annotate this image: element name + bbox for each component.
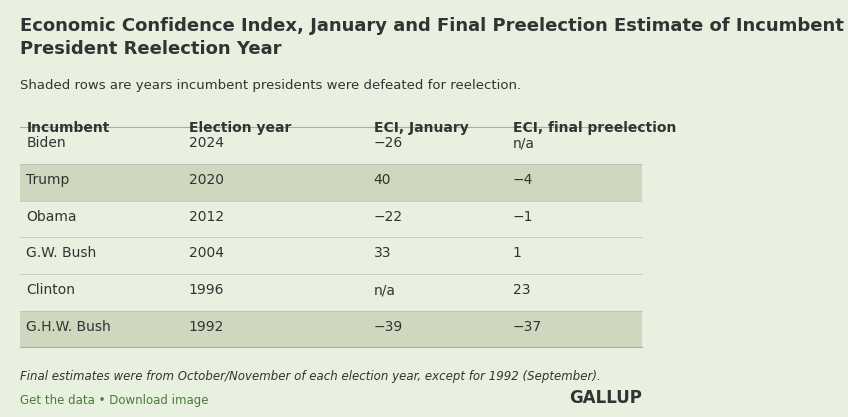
Text: 1996: 1996 [188,283,224,297]
FancyBboxPatch shape [20,164,642,201]
Text: 33: 33 [374,246,391,261]
Text: Shaded rows are years incumbent presidents were defeated for reelection.: Shaded rows are years incumbent presiden… [20,79,521,92]
Text: 1: 1 [513,246,522,261]
Text: ECI, final preelection: ECI, final preelection [513,121,676,135]
Text: Election year: Election year [188,121,291,135]
Text: 40: 40 [374,173,391,187]
Text: 23: 23 [513,283,530,297]
Text: Get the data • Download image: Get the data • Download image [20,394,209,407]
Text: Clinton: Clinton [26,283,75,297]
Text: Economic Confidence Index, January and Final Preelection Estimate of Incumbent
P: Economic Confidence Index, January and F… [20,17,844,58]
Text: Obama: Obama [26,210,77,224]
FancyBboxPatch shape [20,311,642,347]
Text: Final estimates were from October/November of each election year, except for 199: Final estimates were from October/Novemb… [20,370,600,383]
Text: −26: −26 [374,136,403,151]
Text: ECI, January: ECI, January [374,121,469,135]
Text: 1992: 1992 [188,320,224,334]
Text: 2020: 2020 [188,173,224,187]
Text: 2004: 2004 [188,246,224,261]
Text: Incumbent: Incumbent [26,121,110,135]
Text: −39: −39 [374,320,403,334]
Text: G.H.W. Bush: G.H.W. Bush [26,320,111,334]
Text: −1: −1 [513,210,533,224]
Text: GALLUP: GALLUP [569,389,642,407]
Text: 2024: 2024 [188,136,224,151]
Text: Biden: Biden [26,136,66,151]
Text: −22: −22 [374,210,403,224]
Text: −4: −4 [513,173,533,187]
Text: −37: −37 [513,320,542,334]
Text: Trump: Trump [26,173,70,187]
Text: 2012: 2012 [188,210,224,224]
Text: n/a: n/a [513,136,535,151]
Text: G.W. Bush: G.W. Bush [26,246,97,261]
Text: n/a: n/a [374,283,396,297]
